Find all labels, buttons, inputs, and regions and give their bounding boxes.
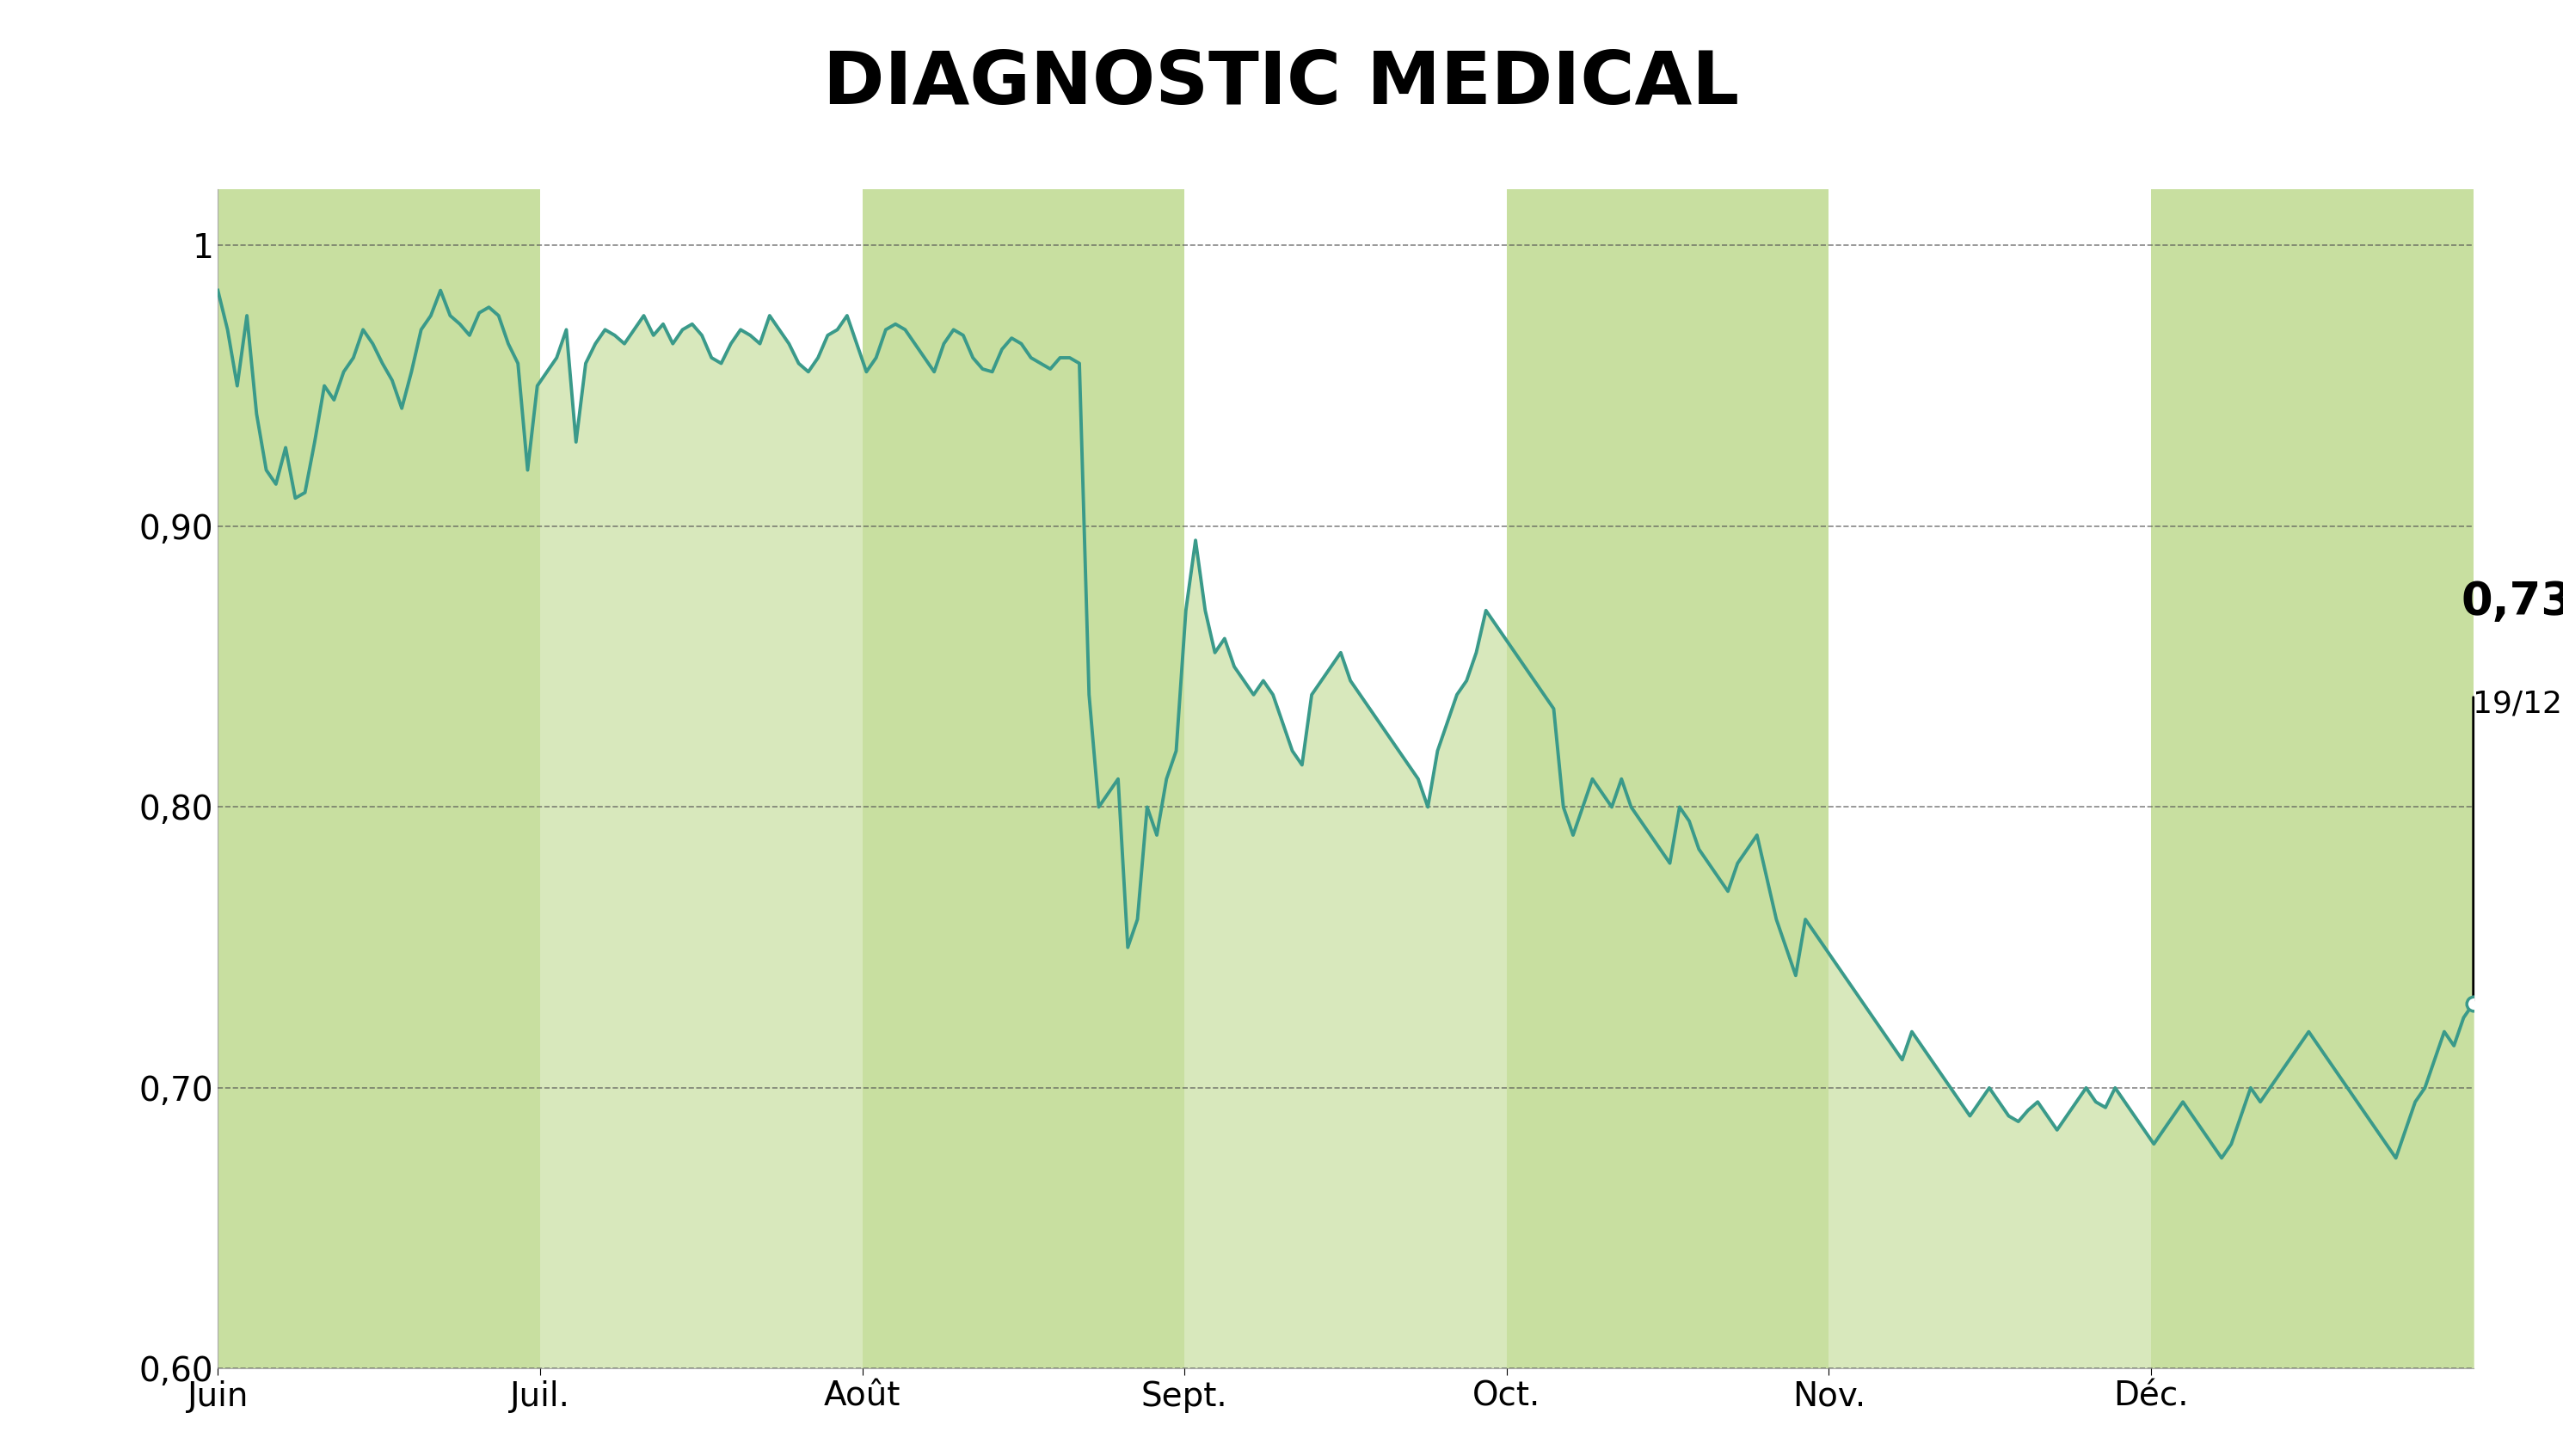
Bar — [1507, 189, 1830, 1369]
Text: 19/12: 19/12 — [2473, 689, 2563, 718]
Text: DIAGNOSTIC MEDICAL: DIAGNOSTIC MEDICAL — [823, 48, 1740, 119]
Bar — [2150, 189, 2473, 1369]
Bar — [218, 189, 541, 1369]
Bar — [861, 189, 1184, 1369]
Text: 0,73: 0,73 — [2460, 579, 2563, 625]
